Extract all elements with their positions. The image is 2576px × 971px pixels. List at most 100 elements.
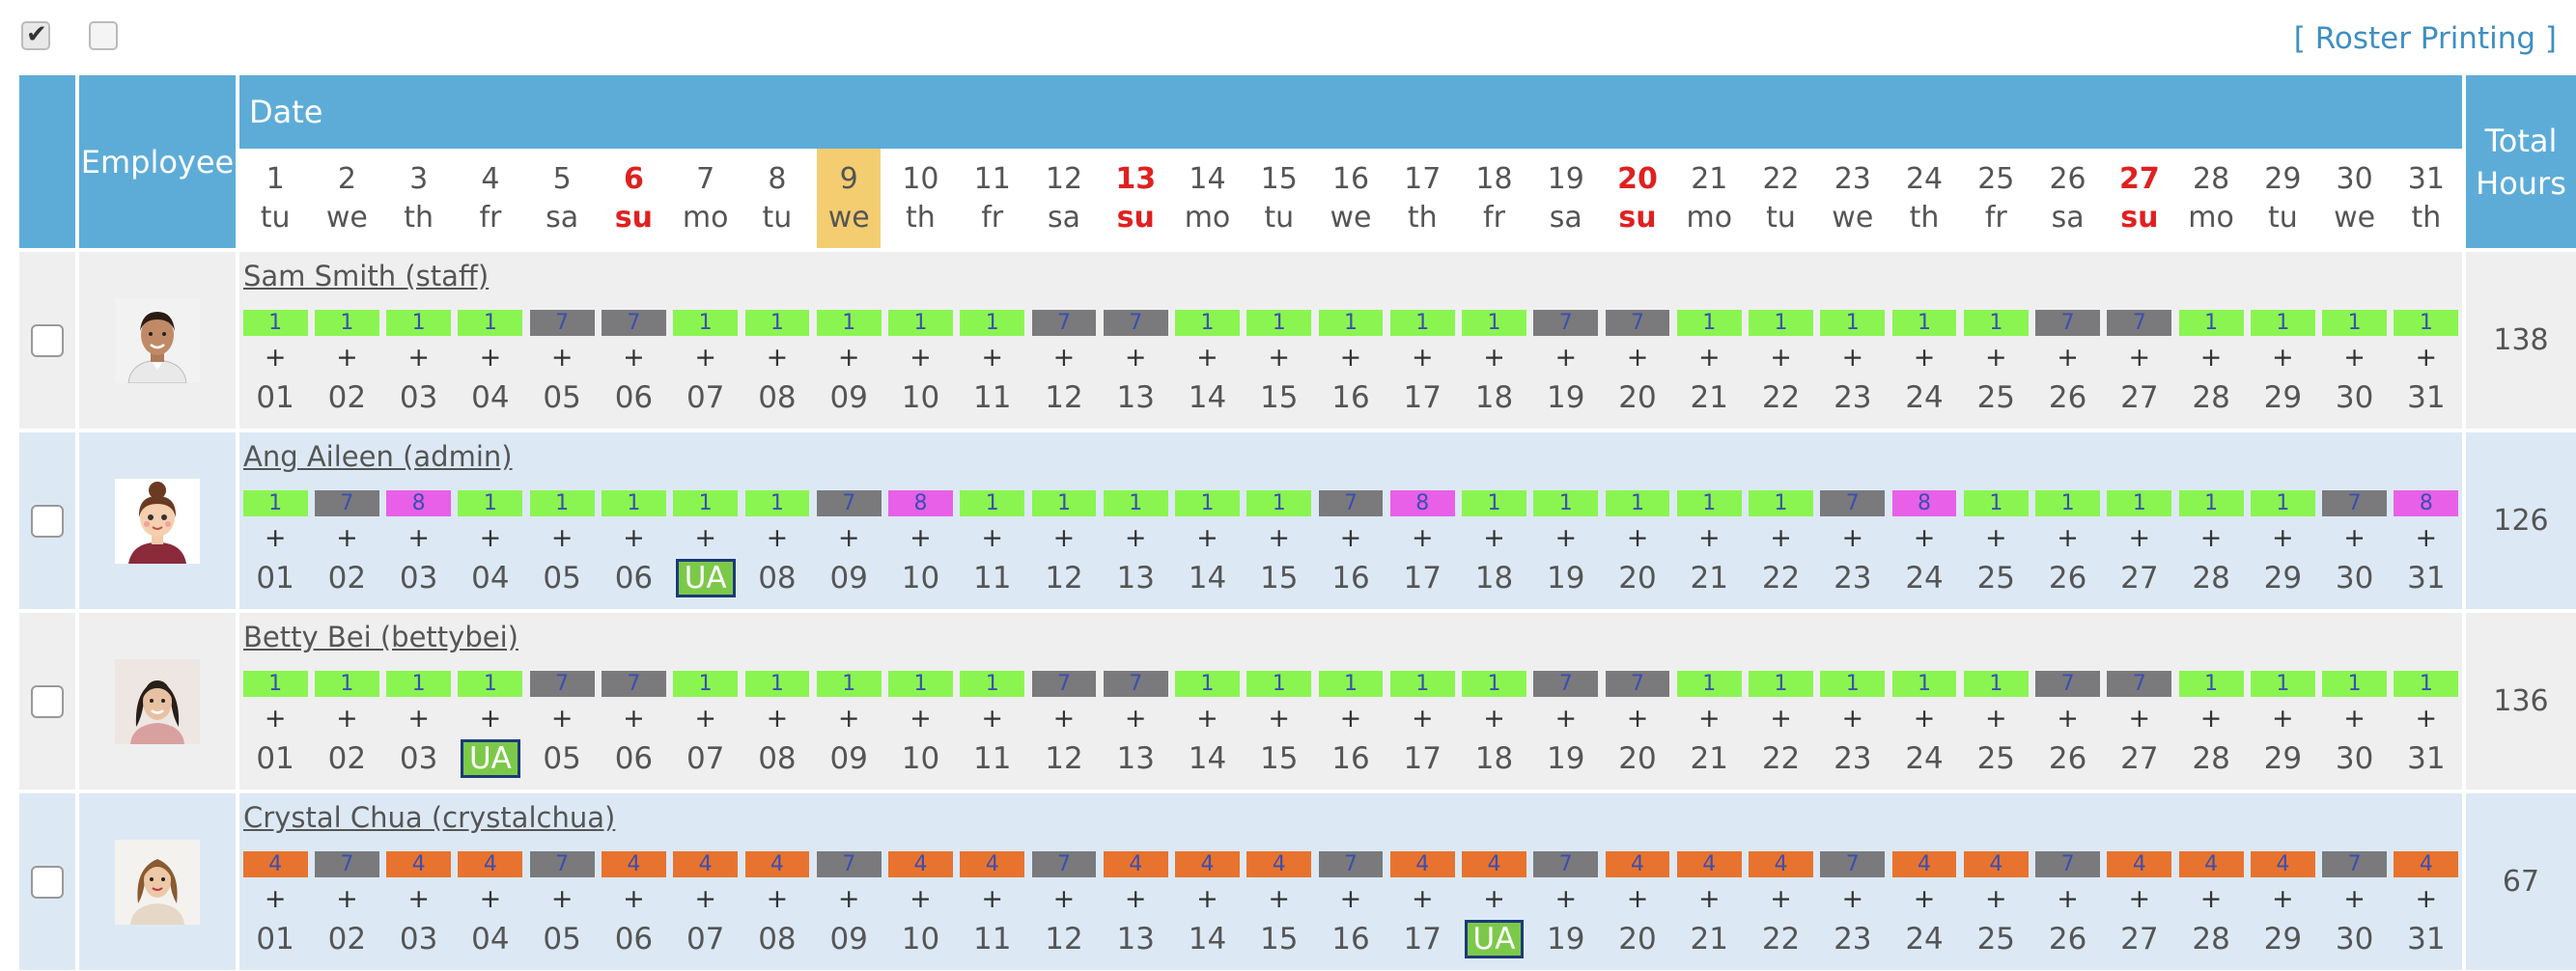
add-shift-button[interactable]: + xyxy=(1697,523,1721,553)
shift-badge[interactable]: 1 xyxy=(1175,671,1240,697)
add-shift-button[interactable]: + xyxy=(264,884,287,914)
add-shift-button[interactable]: + xyxy=(1052,343,1076,373)
day-header-cell[interactable]: 1 tu xyxy=(239,149,311,248)
shift-badge[interactable]: 4 xyxy=(1605,851,1670,877)
add-shift-button[interactable]: + xyxy=(910,884,932,914)
shift-badge[interactable]: 4 xyxy=(1749,851,1813,877)
add-shift-button[interactable]: + xyxy=(1985,343,2007,373)
employee-name-link[interactable]: Sam Smith (staff) xyxy=(243,260,490,292)
shift-badge[interactable]: 7 xyxy=(1820,851,1886,877)
day-header-cell[interactable]: 17 th xyxy=(1386,149,1458,248)
add-shift-button[interactable]: + xyxy=(837,343,860,373)
add-shift-button[interactable]: + xyxy=(1052,704,1076,734)
day-header-cell[interactable]: 6 su xyxy=(598,149,669,248)
add-shift-button[interactable]: + xyxy=(1483,704,1505,734)
day-header-cell[interactable]: 27 su xyxy=(2104,149,2175,248)
shift-badge[interactable]: 4 xyxy=(1963,851,2029,877)
shift-badge[interactable]: 4 xyxy=(744,851,810,877)
add-shift-button[interactable]: + xyxy=(2343,343,2366,373)
add-shift-button[interactable]: + xyxy=(1841,704,1864,734)
add-shift-button[interactable]: + xyxy=(1196,343,1218,373)
add-shift-button[interactable]: + xyxy=(1626,523,1649,553)
shift-badge[interactable]: 7 xyxy=(816,490,882,516)
shift-badge[interactable]: 7 xyxy=(1533,671,1599,697)
add-shift-button[interactable]: + xyxy=(2343,523,2366,553)
shift-badge[interactable]: 1 xyxy=(1103,490,1168,516)
add-shift-button[interactable]: + xyxy=(1841,884,1864,914)
employee-name-link[interactable]: Ang Aileen (admin) xyxy=(243,440,513,473)
add-shift-button[interactable]: + xyxy=(623,704,645,734)
shift-badge[interactable]: 4 xyxy=(1175,851,1240,877)
add-shift-button[interactable]: + xyxy=(1196,704,1218,734)
shift-badge[interactable]: 7 xyxy=(2035,851,2100,877)
day-header-cell[interactable]: 5 sa xyxy=(526,149,598,248)
shift-badge[interactable]: 1 xyxy=(1749,490,1813,516)
shift-badge[interactable]: 1 xyxy=(1963,310,2029,336)
add-shift-button[interactable]: + xyxy=(1554,343,1578,373)
add-shift-button[interactable]: + xyxy=(1196,884,1218,914)
add-shift-button[interactable]: + xyxy=(2343,884,2366,914)
day-header-cell[interactable]: 22 tu xyxy=(1745,149,1816,248)
add-shift-button[interactable]: + xyxy=(1411,704,1434,734)
shift-badge[interactable]: 1 xyxy=(1031,490,1097,516)
add-shift-button[interactable]: + xyxy=(2199,884,2223,914)
day-header-cell[interactable]: 21 mo xyxy=(1673,149,1745,248)
add-shift-button[interactable]: + xyxy=(2272,884,2294,914)
add-shift-button[interactable]: + xyxy=(1626,704,1649,734)
add-shift-button[interactable]: + xyxy=(2057,343,2079,373)
add-shift-button[interactable]: + xyxy=(1483,884,1505,914)
add-shift-button[interactable]: + xyxy=(1268,343,1291,373)
add-shift-button[interactable]: + xyxy=(1411,884,1434,914)
shift-badge[interactable]: 1 xyxy=(673,490,739,516)
add-shift-button[interactable]: + xyxy=(550,704,574,734)
day-header-cell[interactable]: 20 su xyxy=(1602,149,1673,248)
add-shift-button[interactable]: + xyxy=(1913,704,1936,734)
add-shift-button[interactable]: + xyxy=(1052,523,1076,553)
shift-badge[interactable]: 7 xyxy=(1031,310,1097,336)
row-select-checkbox[interactable] xyxy=(31,865,64,899)
shift-badge[interactable]: 1 xyxy=(1676,310,1742,336)
add-shift-button[interactable]: + xyxy=(407,523,430,553)
add-shift-button[interactable]: + xyxy=(264,523,287,553)
add-shift-button[interactable]: + xyxy=(1339,343,1362,373)
shift-badge[interactable]: 7 xyxy=(816,851,882,877)
shift-badge[interactable]: 7 xyxy=(529,851,595,877)
shift-badge[interactable]: 8 xyxy=(1891,490,1957,516)
row-select-checkbox[interactable] xyxy=(31,684,64,718)
shift-badge[interactable]: 1 xyxy=(1462,310,1526,336)
day-header-cell[interactable]: 16 we xyxy=(1315,149,1386,248)
add-shift-button[interactable]: + xyxy=(2057,523,2079,553)
day-header-cell[interactable]: 31 th xyxy=(2391,149,2462,248)
add-shift-button[interactable]: + xyxy=(336,343,358,373)
add-shift-button[interactable]: + xyxy=(2272,704,2294,734)
shift-badge[interactable]: 7 xyxy=(314,490,379,516)
shift-badge[interactable]: 1 xyxy=(1246,490,1312,516)
add-shift-button[interactable]: + xyxy=(1985,523,2007,553)
row-select-checkbox[interactable] xyxy=(31,504,64,538)
add-shift-button[interactable]: + xyxy=(694,884,716,914)
add-shift-button[interactable]: + xyxy=(1411,523,1434,553)
add-shift-button[interactable]: + xyxy=(1697,884,1721,914)
add-shift-button[interactable]: + xyxy=(837,704,860,734)
shift-badge[interactable]: 1 xyxy=(1175,310,1240,336)
add-shift-button[interactable]: + xyxy=(2128,523,2151,553)
add-shift-button[interactable]: + xyxy=(550,523,574,553)
shift-badge[interactable]: 1 xyxy=(744,671,810,697)
add-shift-button[interactable]: + xyxy=(1770,343,1792,373)
add-shift-button[interactable]: + xyxy=(1124,884,1147,914)
shift-badge[interactable]: 1 xyxy=(458,490,523,516)
add-shift-button[interactable]: + xyxy=(981,343,1004,373)
shift-badge[interactable]: 1 xyxy=(673,671,739,697)
shift-badge[interactable]: 1 xyxy=(602,490,666,516)
shift-badge[interactable]: 1 xyxy=(529,490,595,516)
shift-badge[interactable]: 1 xyxy=(888,310,953,336)
add-shift-button[interactable]: + xyxy=(1124,523,1147,553)
add-shift-button[interactable]: + xyxy=(910,704,932,734)
add-shift-button[interactable]: + xyxy=(1626,343,1649,373)
shift-badge[interactable]: 1 xyxy=(1175,490,1240,516)
shift-badge[interactable]: 1 xyxy=(1749,671,1813,697)
add-shift-button[interactable]: + xyxy=(1268,884,1291,914)
add-shift-button[interactable]: + xyxy=(2199,523,2223,553)
shift-badge[interactable]: 4 xyxy=(458,851,523,877)
shift-badge[interactable]: 1 xyxy=(673,310,739,336)
